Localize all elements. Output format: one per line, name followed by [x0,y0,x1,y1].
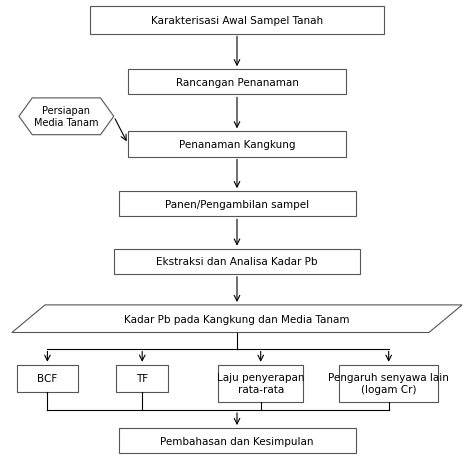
Bar [218,365,303,402]
Text: Penanaman Kangkung: Penanaman Kangkung [179,140,295,150]
Text: Persiapan
Media Tanam: Persiapan Media Tanam [34,106,99,128]
Bar [118,191,356,217]
Bar [128,70,346,95]
Text: TF: TF [136,374,148,384]
Bar [118,428,356,453]
Text: Panen/Pengambilan sampel: Panen/Pengambilan sampel [165,199,309,209]
Text: Pengaruh senyawa lain
(logam Cr): Pengaruh senyawa lain (logam Cr) [328,373,449,394]
Bar [114,249,360,274]
Text: Ekstraksi dan Analisa Kadar Pb: Ekstraksi dan Analisa Kadar Pb [156,257,318,267]
Bar [90,7,384,34]
Polygon shape [12,305,462,333]
Text: Laju penyerapan
rata-rata: Laju penyerapan rata-rata [217,373,304,394]
Text: Karakterisasi Awal Sampel Tanah: Karakterisasi Awal Sampel Tanah [151,16,323,26]
Polygon shape [19,99,114,135]
Text: Rancangan Penanaman: Rancangan Penanaman [175,78,299,88]
Bar [116,365,168,392]
Text: Pembahasan dan Kesimpulan: Pembahasan dan Kesimpulan [160,436,314,446]
Text: Kadar Pb pada Kangkung dan Media Tanam: Kadar Pb pada Kangkung dan Media Tanam [124,314,350,324]
Bar [339,365,438,402]
Bar [17,365,78,392]
Text: BCF: BCF [37,374,57,384]
Bar [128,132,346,157]
